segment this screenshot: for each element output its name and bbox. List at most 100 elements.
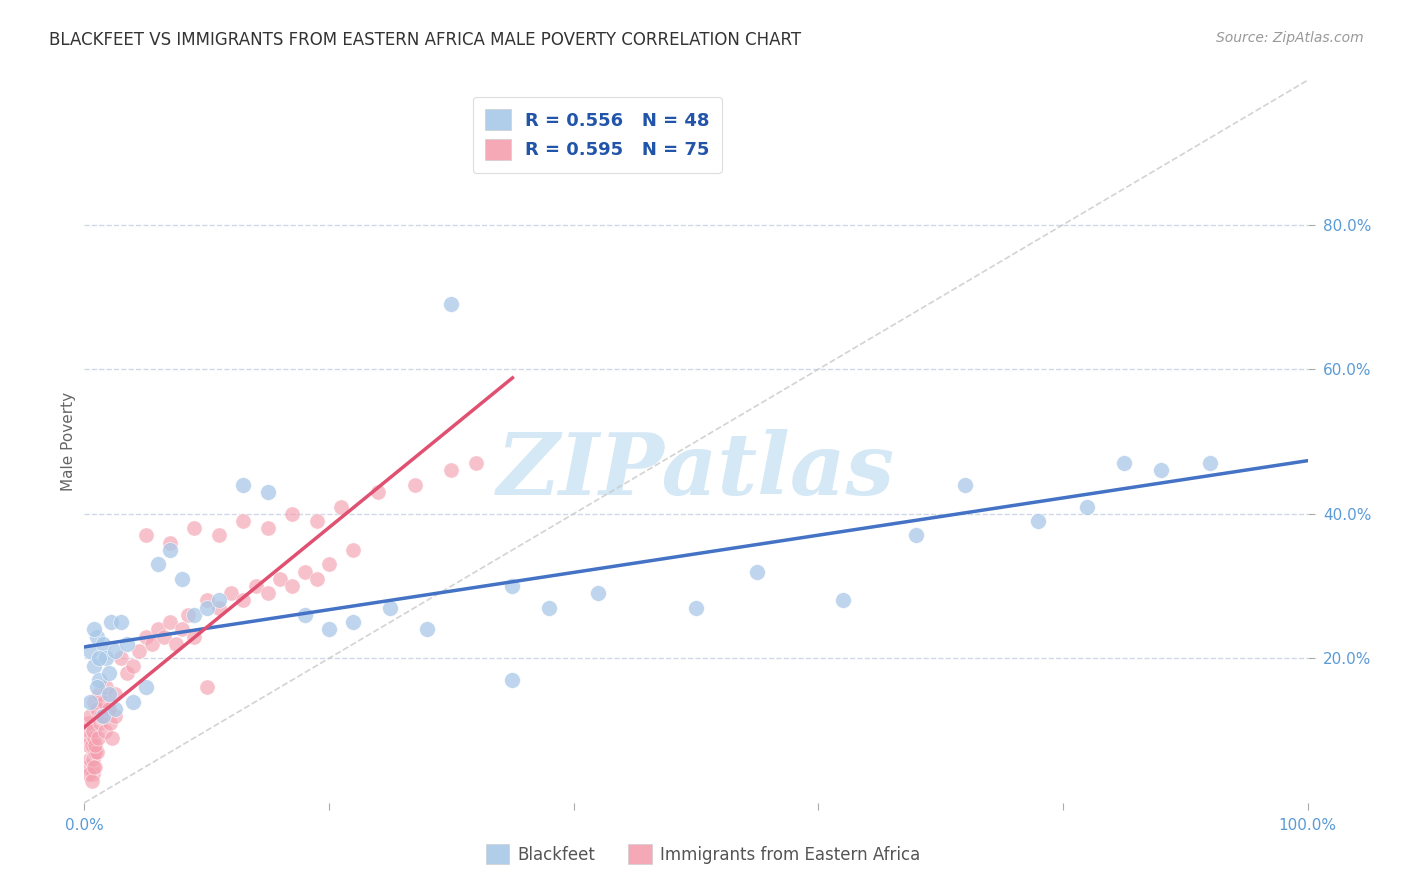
Point — [87, 651, 110, 665]
Point — [94, 723, 117, 738]
Point — [86, 680, 108, 694]
Point — [183, 521, 205, 535]
Point — [183, 607, 205, 622]
Point — [83, 658, 105, 673]
Point — [195, 593, 218, 607]
Point — [159, 615, 181, 630]
Point — [77, 738, 100, 752]
Point — [86, 630, 108, 644]
Point — [83, 695, 105, 709]
Point — [104, 709, 127, 723]
Point — [367, 485, 389, 500]
Point — [183, 630, 205, 644]
Legend: R = 0.556   N = 48, R = 0.595   N = 75: R = 0.556 N = 48, R = 0.595 N = 75 — [472, 96, 723, 172]
Legend: Blackfeet, Immigrants from Eastern Africa: Blackfeet, Immigrants from Eastern Afric… — [479, 838, 927, 871]
Point — [122, 695, 145, 709]
Point — [538, 600, 561, 615]
Point — [146, 558, 169, 572]
Point — [82, 723, 104, 738]
Point — [380, 600, 402, 615]
Point — [141, 637, 163, 651]
Point — [104, 687, 127, 701]
Point — [159, 535, 181, 549]
Point — [97, 665, 120, 680]
Point — [208, 528, 231, 542]
Text: ZIPatlas: ZIPatlas — [496, 429, 896, 512]
Point — [96, 680, 118, 694]
Point — [122, 658, 145, 673]
Point — [97, 702, 120, 716]
Point — [195, 680, 218, 694]
Point — [86, 702, 108, 716]
Point — [165, 637, 187, 651]
Point — [416, 623, 439, 637]
Point — [128, 644, 150, 658]
Point — [1198, 456, 1220, 470]
Point — [281, 579, 304, 593]
Point — [257, 485, 280, 500]
Point — [110, 615, 132, 630]
Point — [330, 500, 353, 514]
Point — [77, 716, 100, 731]
Point — [294, 565, 316, 579]
Point — [269, 572, 291, 586]
Point — [232, 478, 254, 492]
Y-axis label: Male Poverty: Male Poverty — [60, 392, 76, 491]
Point — [153, 630, 176, 644]
Point — [97, 702, 120, 716]
Point — [84, 745, 107, 759]
Point — [91, 637, 114, 651]
Point — [79, 731, 101, 745]
Point — [245, 579, 267, 593]
Point — [404, 478, 426, 492]
Point — [84, 738, 107, 752]
Point — [305, 514, 328, 528]
Point — [91, 709, 114, 723]
Point — [100, 615, 122, 630]
Point — [464, 456, 486, 470]
Point — [685, 600, 707, 615]
Point — [232, 593, 254, 607]
Point — [79, 695, 101, 709]
Point — [93, 695, 115, 709]
Point — [747, 565, 769, 579]
Point — [87, 687, 110, 701]
Point — [905, 528, 928, 542]
Point — [104, 702, 127, 716]
Point — [232, 514, 254, 528]
Text: Source: ZipAtlas.com: Source: ZipAtlas.com — [1216, 31, 1364, 45]
Point — [110, 651, 132, 665]
Point — [135, 528, 157, 542]
Point — [90, 709, 112, 723]
Point — [1076, 500, 1098, 514]
Point — [257, 521, 280, 535]
Point — [281, 507, 304, 521]
Point — [146, 623, 169, 637]
Point — [208, 593, 231, 607]
Point — [502, 673, 524, 687]
Point — [135, 680, 157, 694]
Point — [294, 607, 316, 622]
Point — [89, 716, 111, 731]
Point — [91, 709, 114, 723]
Point — [440, 463, 463, 477]
Point — [342, 615, 364, 630]
Point — [953, 478, 976, 492]
Point — [82, 752, 104, 766]
Point — [115, 665, 138, 680]
Point — [342, 542, 364, 557]
Point — [80, 738, 103, 752]
Point — [440, 297, 463, 311]
Point — [97, 687, 120, 701]
Point — [586, 586, 609, 600]
Point — [219, 586, 242, 600]
Point — [172, 623, 194, 637]
Point — [83, 760, 105, 774]
Point — [1114, 456, 1136, 470]
Point — [96, 651, 118, 665]
Point — [831, 593, 853, 607]
Point — [77, 767, 100, 781]
Point — [1150, 463, 1173, 477]
Point — [83, 745, 105, 759]
Point — [318, 558, 340, 572]
